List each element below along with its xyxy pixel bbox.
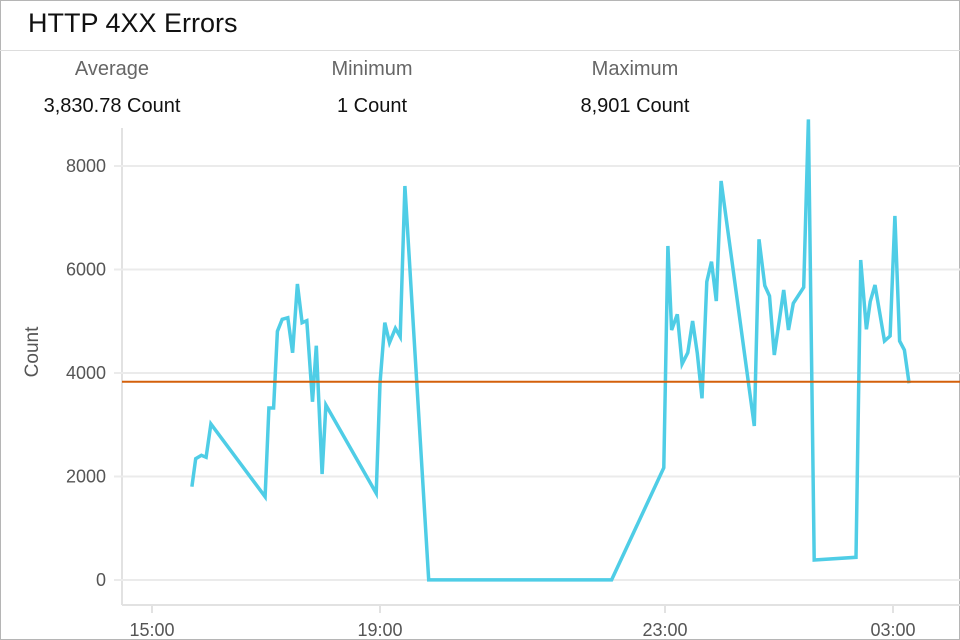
y-tick-label: 6000 xyxy=(66,260,106,280)
x-tick-label: 23:00 xyxy=(642,620,687,640)
y-tick-label: 2000 xyxy=(66,467,106,487)
x-tick-label: 19:00 xyxy=(357,620,402,640)
stat-label: Average xyxy=(74,58,150,80)
stat-value: 8,901 Count xyxy=(580,95,690,117)
y-tick-label: 0 xyxy=(96,570,106,590)
stat-maximum: Maximum 8,901 Count xyxy=(535,58,735,118)
header-divider xyxy=(0,50,960,51)
stat-value: 3,830.78 Count xyxy=(43,95,181,117)
y-axis-label: Count xyxy=(22,326,43,377)
stat-minimum: Minimum 1 Count xyxy=(272,58,472,118)
stat-value: 1 Count xyxy=(336,95,408,117)
widget-title: HTTP 4XX Errors xyxy=(28,8,238,38)
series-line xyxy=(190,119,911,582)
stat-label: Minimum xyxy=(331,58,413,80)
stat-label: Maximum xyxy=(591,58,679,80)
y-tick-label: 4000 xyxy=(66,363,106,383)
stat-average: Average 3,830.78 Count xyxy=(12,58,212,118)
x-tick-label: 15:00 xyxy=(129,620,174,640)
x-tick-label: 03:00 xyxy=(870,620,915,640)
y-tick-label: 8000 xyxy=(66,156,106,176)
